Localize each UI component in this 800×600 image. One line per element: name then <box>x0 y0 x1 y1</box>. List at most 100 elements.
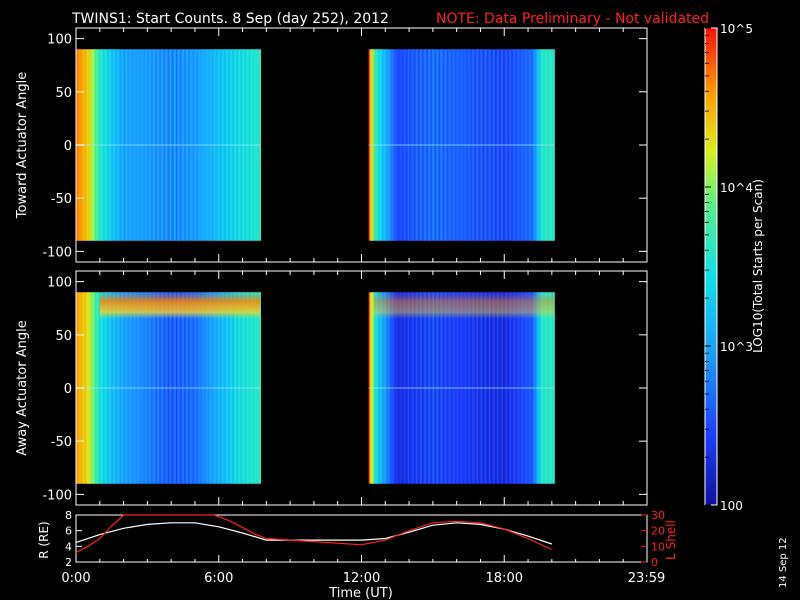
away-heatmap-column <box>524 292 527 484</box>
away-heatmap-column <box>395 292 398 484</box>
away-heatmap-column <box>482 292 485 484</box>
away-heatmap-column <box>499 292 502 484</box>
away-heatmap-column <box>114 292 116 484</box>
toward-heatmap-column <box>500 49 503 241</box>
away-heatmap-column <box>206 292 209 484</box>
toward-heatmap-column <box>467 49 470 241</box>
away-heatmap-column <box>230 292 233 484</box>
toward-heatmap-column <box>117 49 120 241</box>
toward-heatmap-column <box>100 49 103 241</box>
toward-heatmap-column <box>403 49 405 241</box>
toward-heatmap-column <box>413 49 416 241</box>
away-heatmap-column <box>368 292 371 484</box>
toward-heatmap-column <box>463 49 466 241</box>
away-heatmap-column <box>400 292 403 484</box>
colorbar-label: LOG10(Total Starts per Scan) <box>751 179 765 353</box>
away-heatmap-column <box>240 292 242 484</box>
r-distance-line <box>75 522 552 545</box>
away-ytick-label: 0 <box>64 382 72 397</box>
away-heatmap-column <box>193 292 196 484</box>
preliminary-note: NOTE: Data Preliminary - Not validated <box>436 11 709 27</box>
away-heatmap-column <box>184 292 187 484</box>
toward-heatmap-column <box>541 49 543 241</box>
away-heatmap-column <box>387 292 390 484</box>
away-heatmap-column <box>535 292 537 484</box>
away-heatmap-column <box>443 292 446 484</box>
toward-heatmap-column <box>492 49 495 241</box>
toward-heatmap-column <box>422 49 424 241</box>
toward-heatmap-column <box>96 49 99 241</box>
toward-heatmap-column <box>543 49 546 241</box>
toward-heatmap-column <box>178 49 181 241</box>
toward-heatmap-column <box>482 49 485 241</box>
toward-heatmap-column <box>236 49 239 241</box>
away-heatmap-column <box>105 292 108 484</box>
toward-heatmap-column <box>123 49 126 241</box>
toward-heatmap-column <box>110 49 113 241</box>
away-heatmap-column <box>436 292 439 484</box>
away-heatmap-column <box>437 292 440 484</box>
away-heatmap-column <box>112 292 115 484</box>
away-heatmap-column <box>203 292 206 484</box>
toward-heatmap-column <box>514 49 517 241</box>
toward-heatmap-column <box>544 49 547 241</box>
away-heatmap-column <box>550 292 553 484</box>
away-ytick-label: 50 <box>55 329 72 344</box>
toward-heatmap-column <box>535 49 537 241</box>
away-heatmap-column <box>187 292 190 484</box>
away-heatmap-column <box>221 292 223 484</box>
away-heatmap-column <box>447 292 449 484</box>
toward-heatmap-column <box>511 49 514 241</box>
toward-heatmap-column <box>111 49 114 241</box>
toward-heatmap-column <box>196 49 198 241</box>
away-heatmap-column <box>390 292 392 484</box>
toward-heatmap-column <box>97 49 100 241</box>
away-heatmap-column <box>172 292 175 484</box>
away-heatmap-column <box>99 292 102 484</box>
toward-heatmap-column <box>399 49 402 241</box>
toward-heatmap-column <box>247 49 250 241</box>
away-heatmap-column <box>122 292 125 484</box>
toward-heatmap-column <box>161 49 164 241</box>
away-heatmap-column <box>547 292 549 484</box>
away-heatmap-column <box>229 292 232 484</box>
away-heatmap-column <box>548 292 551 484</box>
toward-heatmap-column <box>206 49 209 241</box>
away-enhanced-band <box>99 292 261 319</box>
toward-heatmap-column <box>489 49 492 241</box>
toward-heatmap-column <box>153 49 156 241</box>
toward-heatmap-column <box>185 49 188 241</box>
toward-heatmap-column <box>426 49 429 241</box>
away-heatmap-column <box>156 292 159 484</box>
away-heatmap-column <box>492 292 495 484</box>
toward-heatmap-column <box>538 49 541 241</box>
toward-heatmap-column <box>423 49 426 241</box>
toward-heatmap-column <box>445 49 448 241</box>
away-heatmap-column <box>139 292 141 484</box>
toward-heatmap-column <box>478 49 480 241</box>
away-heatmap-column <box>171 292 173 484</box>
away-heatmap-column <box>219 292 222 484</box>
toward-heatmap-column <box>194 49 197 241</box>
toward-heatmap-column <box>103 49 106 241</box>
toward-heatmap-column <box>106 49 109 241</box>
toward-heatmap-column <box>428 49 430 241</box>
toward-heatmap-column <box>532 49 535 241</box>
toward-heatmap-column <box>143 49 146 241</box>
toward-heatmap-column <box>454 49 457 241</box>
toward-heatmap-column <box>128 49 131 241</box>
away-heatmap-column <box>411 292 414 484</box>
toward-heatmap-column <box>189 49 191 241</box>
toward-heatmap-column <box>243 49 246 241</box>
toward-heatmap-column <box>375 49 378 241</box>
toward-heatmap-column <box>373 49 376 241</box>
toward-heatmap-column <box>424 49 427 241</box>
toward-heatmap-column <box>441 49 443 241</box>
away-ticks: 100 50 0 -50 -100 <box>42 271 648 505</box>
toward-heatmap-column <box>221 49 223 241</box>
away-heatmap-column <box>117 292 120 484</box>
away-heatmap-column <box>553 292 555 484</box>
toward-heatmap-column <box>187 49 190 241</box>
toward-heatmap-column <box>205 49 208 241</box>
toward-heatmap-column <box>173 49 176 241</box>
